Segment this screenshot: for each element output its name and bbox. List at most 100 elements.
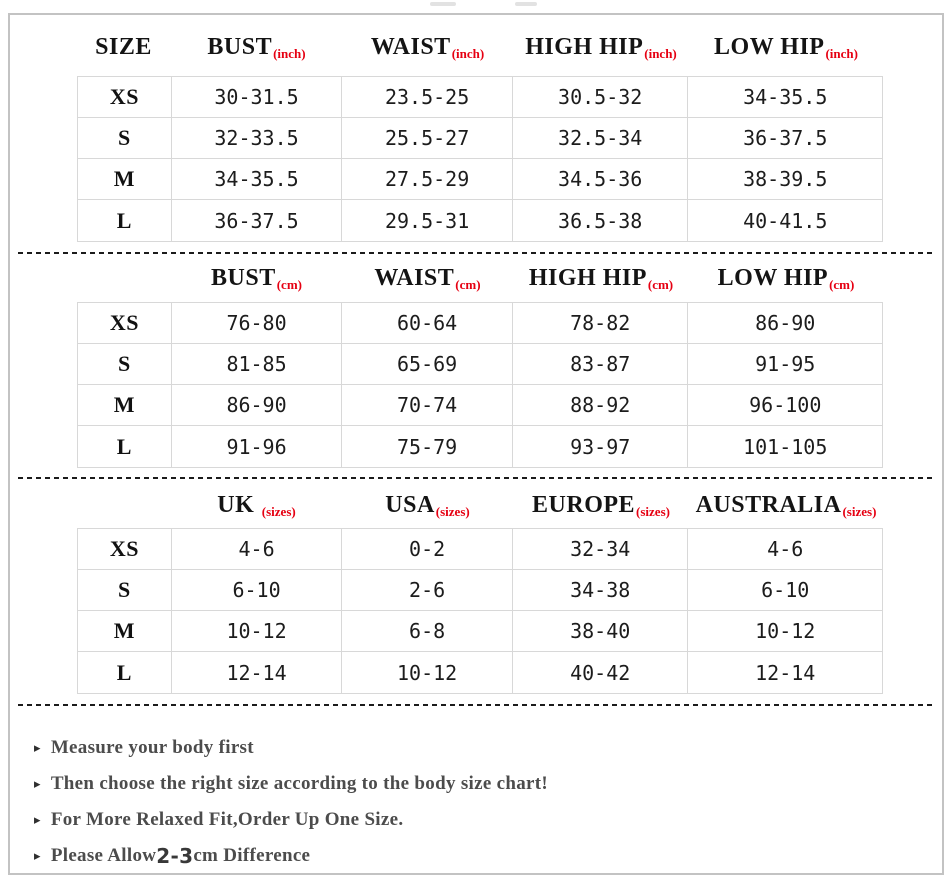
value-cell: 34-38 <box>513 570 689 610</box>
value-cell: 0-2 <box>342 529 513 569</box>
table-row: S 81-85 65-69 83-87 91-95 <box>78 344 882 385</box>
value-cell: 36.5-38 <box>513 200 689 241</box>
column-header-label: USA <box>385 491 435 518</box>
note-highlight: 2-3 <box>156 844 194 868</box>
size-cell: XS <box>78 77 172 117</box>
bullet-triangle-icon: ▸ <box>34 848 41 864</box>
column-header-empty <box>77 492 171 519</box>
value-cell: 91-95 <box>755 352 816 376</box>
note-item: ▸ Please Allow 2-3 cm Difference <box>34 838 942 874</box>
value-cell: 10-12 <box>172 611 343 651</box>
size-cell: XS <box>78 529 172 569</box>
column-header-low-hip: LOW HIP(inch) <box>689 34 883 61</box>
value-cell: 93-97 <box>513 426 689 467</box>
value-cell: 76-80 <box>172 303 343 343</box>
size-cell: S <box>78 344 172 384</box>
artifact-mark <box>515 2 537 6</box>
value-cell: 10-12 <box>342 652 513 693</box>
note-text: Then choose the right size according to … <box>50 773 548 794</box>
column-header-label: LOW HIP <box>717 264 829 291</box>
bullet-triangle-icon: ▸ <box>34 812 41 828</box>
value-cell: 23.5-25 <box>342 77 513 117</box>
column-header-unit: (sizes) <box>261 503 296 519</box>
column-header-high-hip: HIGH HIP(inch) <box>513 34 689 61</box>
column-header-unit: (cm) <box>276 276 302 292</box>
column-header-waist: WAIST(inch) <box>342 34 513 61</box>
column-header-waist: WAIST(cm) <box>342 265 513 292</box>
table-row: M 86-90 70-74 88-92 96-100 <box>78 385 882 426</box>
size-cell: M <box>78 385 172 425</box>
value-cell: 101-105 <box>743 434 828 459</box>
value-cell: 4-6 <box>767 537 804 561</box>
column-header-unit: (cm) <box>829 276 855 292</box>
table-row: L 12-14 10-12 40-42 12-14 <box>78 652 882 693</box>
table-row: M 34-35.5 27.5-29 34.5-36 38-39.5 <box>78 159 882 200</box>
column-header-label: WAIST <box>374 264 455 291</box>
value-cell: 88-92 <box>513 385 689 425</box>
value-cell: 32-34 <box>513 529 689 569</box>
table-row: XS 4-6 0-2 32-34 4-6 <box>78 529 882 570</box>
value-cell: 4-6 <box>172 529 343 569</box>
chart-frame: SIZE BUST(inch) WAIST(inch) HIGH HIP(inc… <box>8 13 944 875</box>
section-centimeters: BUST(cm) WAIST(cm) HIGH HIP(cm) LOW HIP(… <box>10 260 942 468</box>
value-cell: 2-6 <box>342 570 513 610</box>
value-cell: 30.5-32 <box>513 77 689 117</box>
size-cell: M <box>78 159 172 199</box>
value-cell: 34-35.5 <box>743 85 828 109</box>
column-header-unit: (inch) <box>451 45 485 61</box>
value-cell: 30-31.5 <box>172 77 343 117</box>
note-item: ▸ For More Relaxed Fit,Order Up One Size… <box>34 802 942 838</box>
bullet-triangle-icon: ▸ <box>34 740 41 756</box>
table-row: XS 76-80 60-64 78-82 86-90 <box>78 303 882 344</box>
column-header-label: SIZE <box>95 33 152 60</box>
value-cell: 34-35.5 <box>172 159 343 199</box>
value-cell: 29.5-31 <box>342 200 513 241</box>
value-cell: 36-37.5 <box>172 200 343 241</box>
header-row-sizes: UK (sizes) USA(sizes) EUROPE(sizes) AUST… <box>77 487 883 523</box>
table-row: L 91-96 75-79 93-97 101-105 <box>78 426 882 467</box>
value-cell: 60-64 <box>342 303 513 343</box>
column-header-australia: AUSTRALIA(sizes) <box>689 492 883 519</box>
value-cell: 75-79 <box>342 426 513 467</box>
size-cell: L <box>78 200 172 241</box>
size-cell: L <box>78 426 172 467</box>
dashed-divider <box>18 477 934 479</box>
value-cell: 81-85 <box>172 344 343 384</box>
column-header-label: BUST <box>207 33 273 60</box>
note-text: Please Allow <box>50 845 157 866</box>
header-row-inches: SIZE BUST(inch) WAIST(inch) HIGH HIP(inc… <box>77 27 883 67</box>
column-header-label: AUSTRALIA <box>695 491 842 518</box>
column-header-label: UK <box>217 491 261 518</box>
value-cell: 40-41.5 <box>743 208 828 233</box>
column-header-high-hip: HIGH HIP(cm) <box>513 265 689 292</box>
note-text: cm Difference <box>193 845 311 866</box>
column-header-unit: (inch) <box>644 45 677 61</box>
value-cell: 40-42 <box>513 652 689 693</box>
column-header-bust: BUST(cm) <box>171 265 342 292</box>
header-row-cm: BUST(cm) WAIST(cm) HIGH HIP(cm) LOW HIP(… <box>77 260 883 296</box>
dashed-divider <box>18 704 934 706</box>
table-row: S 6-10 2-6 34-38 6-10 <box>78 570 882 611</box>
note-text: Measure your body first <box>50 737 254 758</box>
column-header-europe: EUROPE(sizes) <box>513 492 689 519</box>
column-header-low-hip: LOW HIP(cm) <box>689 265 883 292</box>
table-row: M 10-12 6-8 38-40 10-12 <box>78 611 882 652</box>
value-cell: 83-87 <box>513 344 689 384</box>
value-cell: 65-69 <box>342 344 513 384</box>
value-cell: 36-37.5 <box>743 126 828 150</box>
size-cell: M <box>78 611 172 651</box>
column-header-unit: (sizes) <box>842 503 877 519</box>
note-text: For More Relaxed Fit,Order Up One Size. <box>50 809 404 830</box>
value-cell: 91-96 <box>172 426 343 467</box>
value-cell: 12-14 <box>755 660 816 685</box>
column-header-label: LOW HIP <box>714 33 825 60</box>
column-header-unit: (cm) <box>455 276 481 292</box>
value-cell: 6-10 <box>761 578 810 602</box>
value-cell: 32-33.5 <box>172 118 343 158</box>
value-cell: 96-100 <box>749 393 822 417</box>
column-header-label: WAIST <box>370 33 451 60</box>
column-header-usa: USA(sizes) <box>342 492 513 519</box>
table-row: S 32-33.5 25.5-27 32.5-34 36-37.5 <box>78 118 882 159</box>
column-header-unit: (sizes) <box>636 503 670 519</box>
